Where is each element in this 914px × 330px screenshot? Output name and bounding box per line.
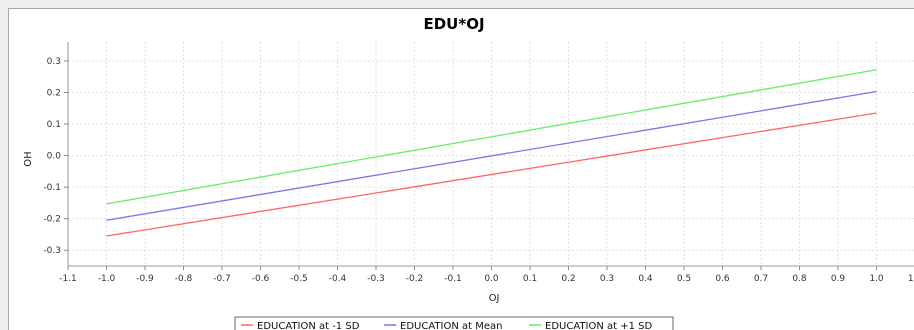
x-tick-label: 0.0 [484,274,499,284]
series-line [106,90,877,221]
x-tick-label: -0.9 [136,274,154,284]
x-tick-label: -0.4 [329,274,347,284]
legend: EDUCATION at -1 SD EDUCATION at Mean EDUCA… [234,316,674,330]
y-tick-label: 0.3 [47,57,61,67]
x-tick-label: 0.5 [677,274,691,284]
x-tick-label: 1.1 [908,274,914,284]
grid [67,42,914,266]
x-tick-label: -0.3 [367,274,385,284]
y-axis-title: OH [23,151,34,166]
x-tick-label: -0.7 [213,274,231,284]
y-tick-label: 0.0 [47,152,62,162]
x-tick-label: 1.0 [869,274,884,284]
legend-label: EDUCATION at Mean [400,321,502,330]
x-tick-label: 0.2 [561,274,575,284]
x-tick-label: 0.9 [831,274,846,284]
legend-label: EDUCATION at -1 SD [257,321,360,330]
x-tick-label: -0.2 [406,274,424,284]
x-tick-label: 0.1 [523,274,537,284]
y-tick-label: 0.1 [47,120,61,130]
x-tick-label: -0.1 [444,274,462,284]
x-tick-label: 0.3 [600,274,614,284]
x-tick-label: 0.6 [715,274,730,284]
legend-label: EDUCATION at +1 SD [545,321,652,330]
x-axis-title: OJ [489,293,500,304]
y-tick-label: -0.3 [43,246,61,256]
x-tick-label: 0.7 [754,274,768,284]
y-tick-label: -0.2 [43,215,61,225]
series-line [106,69,877,205]
chart-panel: -1.1 -1.0 -0.9 -0.8 -0.7 -0.6 -0.5 -0.4 -0.3 -0.2… [8,8,914,330]
x-tick-label: -0.8 [175,274,193,284]
x-tick-label: -0.5 [290,274,308,284]
legend-box [234,316,674,330]
series-line [106,112,877,237]
x-tick-label: 0.4 [638,274,653,284]
axes: -1.1 -1.0 -0.9 -0.8 -0.7 -0.6 -0.5 -0.4 -0.3 -0.2… [43,42,914,284]
x-tick-label: -1.0 [98,274,116,284]
y-tick-label: 0.2 [47,88,61,98]
series-lines [106,69,877,237]
chart-svg: -1.1 -1.0 -0.9 -0.8 -0.7 -0.6 -0.5 -0.4 -0.3 -0.2… [23,15,914,330]
x-tick-label: -0.6 [252,274,270,284]
y-tick-label: -0.1 [43,183,61,193]
x-tick-label: -1.1 [59,274,77,284]
x-tick-label: 0.8 [792,274,807,284]
chart-title: EDU*OJ [423,15,484,33]
